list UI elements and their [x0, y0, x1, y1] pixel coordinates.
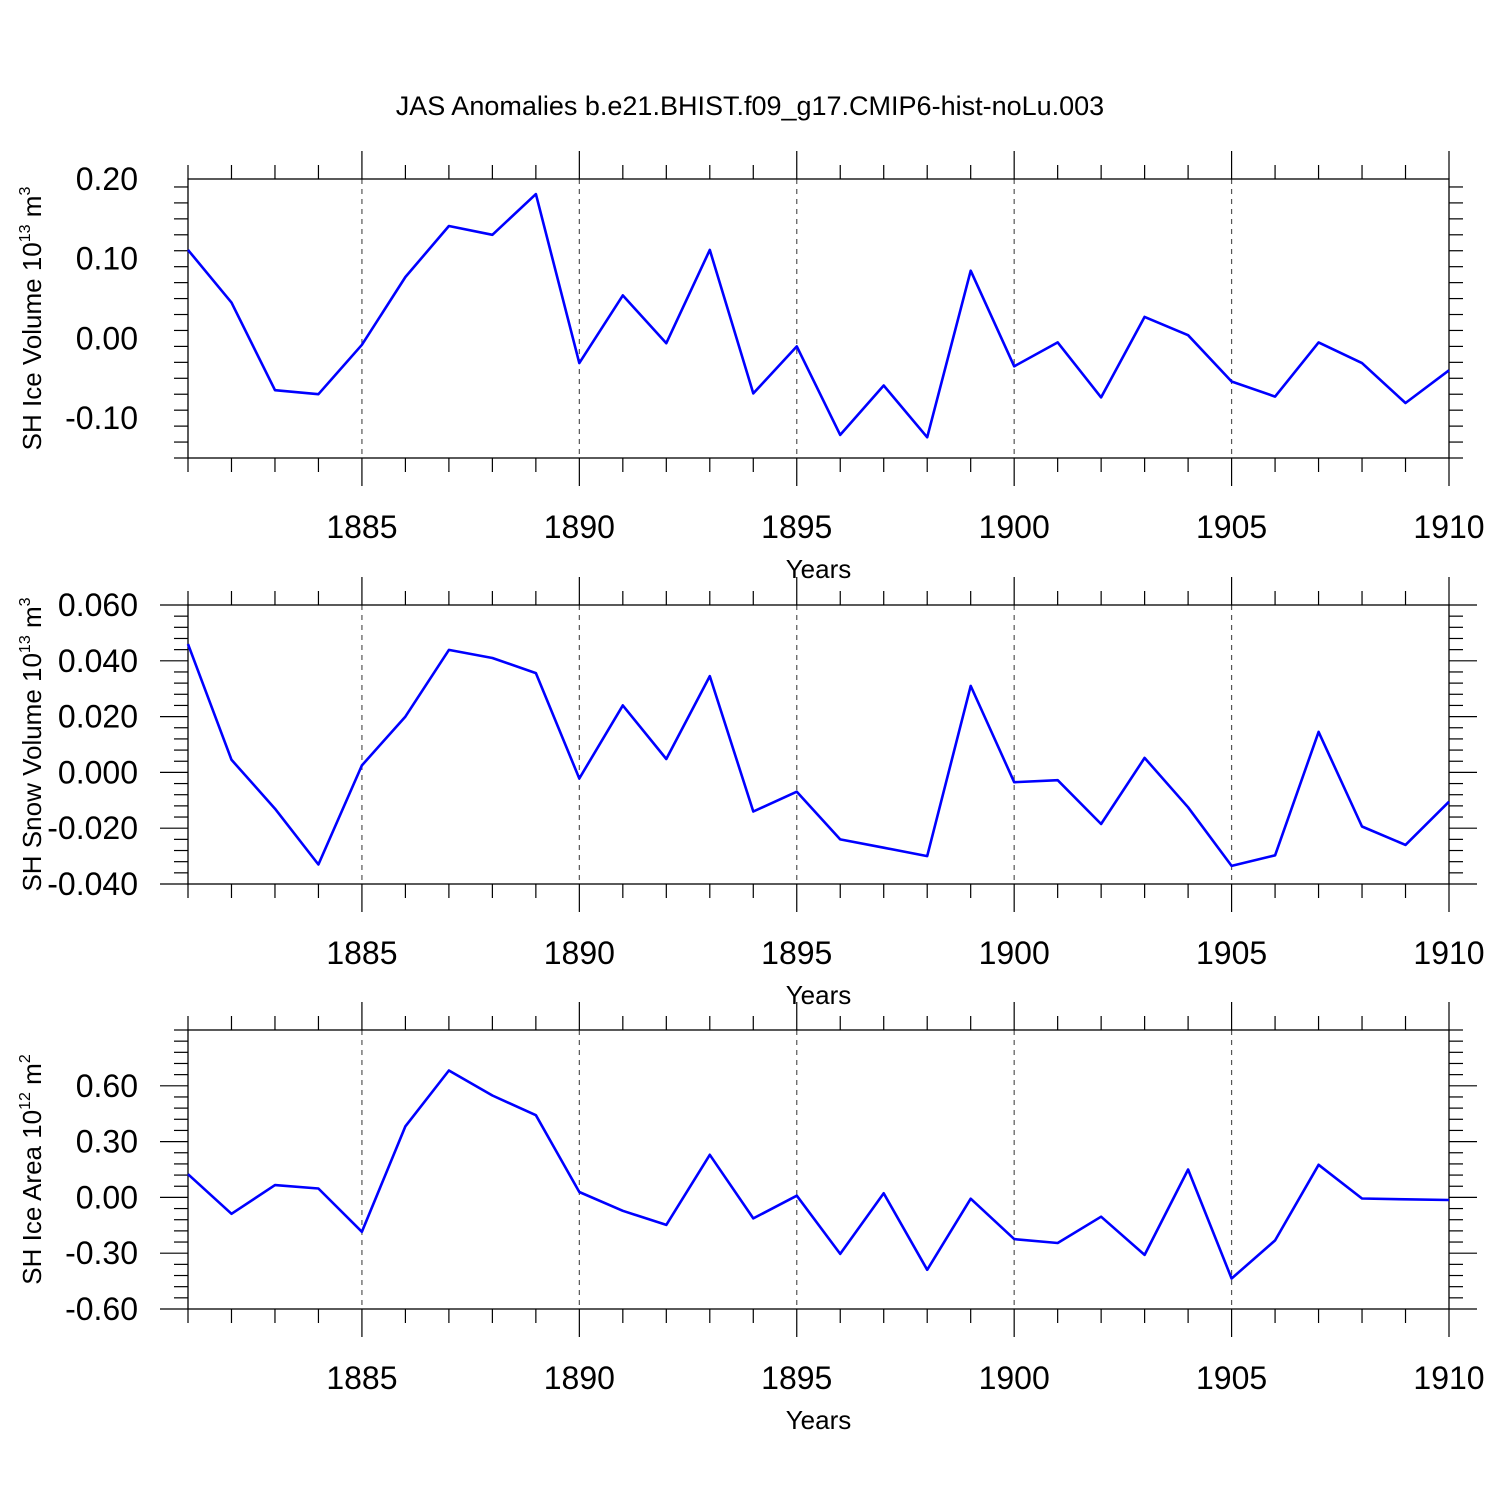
- y-axis-label: SH Ice Volume 1013 m3: [17, 187, 47, 451]
- x-tick-label: 1900: [979, 1360, 1050, 1396]
- x-tick-label: 1910: [1413, 1360, 1484, 1396]
- x-axis-label: Years: [786, 980, 852, 1010]
- x-tick-label: 1890: [544, 509, 615, 545]
- y-tick-label: 0.10: [76, 241, 138, 277]
- y-tick-label: 0.00: [76, 1179, 138, 1215]
- plot-frame: [187, 178, 1450, 459]
- series-line: [186, 643, 1450, 868]
- x-tick-label: 1890: [544, 935, 615, 971]
- x-tick-label: 1885: [326, 1360, 397, 1396]
- panel-3: 1885 1890 1895 1900 1905 1910 -0.60 -0.30 0.00 0.…: [17, 1002, 1485, 1435]
- y-tick-label: 0.00: [76, 320, 138, 356]
- x-tick-label: 1900: [979, 509, 1050, 545]
- y-tick-label: 0.020: [58, 699, 138, 735]
- x-tick-label: 1910: [1413, 509, 1484, 545]
- chart-title: JAS Anomalies b.e21.BHIST.f09_g17.CMIP6-…: [396, 91, 1104, 121]
- x-tick-label: 1885: [326, 935, 397, 971]
- x-tick-label: 1905: [1196, 935, 1267, 971]
- y-tick-label: -0.020: [47, 810, 138, 846]
- series-line: [187, 1069, 1450, 1280]
- x-tick-label: 1905: [1196, 509, 1267, 545]
- y-tick-label: -0.30: [65, 1235, 138, 1271]
- x-tick-label: 1895: [761, 935, 832, 971]
- x-tick-label: 1900: [979, 935, 1050, 971]
- plot-frame: [187, 1029, 1450, 1310]
- y-tick-label: 0.040: [58, 643, 138, 679]
- x-tick-label: 1885: [326, 509, 397, 545]
- x-axis-label: Years: [786, 1405, 852, 1435]
- y-tick-label: -0.60: [65, 1291, 138, 1327]
- y-tick-label: 0.20: [76, 161, 138, 197]
- y-tick-label: -0.040: [47, 866, 138, 902]
- x-tick-label: 1890: [544, 1360, 615, 1396]
- y-tick-label: 0.060: [58, 587, 138, 623]
- y-tick-label: 0.000: [58, 754, 138, 790]
- x-tick-label: 1910: [1413, 935, 1484, 971]
- x-tick-label: 1895: [761, 509, 832, 545]
- series-line: [186, 192, 1450, 439]
- x-axis-label: Years: [786, 554, 852, 584]
- y-tick-label: -0.10: [65, 400, 138, 436]
- y-tick-label: 0.60: [76, 1068, 138, 1104]
- y-tick-label: 0.30: [76, 1124, 138, 1160]
- panel-2: 1885 1890 1895 1900 1905 1910 -0.040 -0.020 0.00…: [17, 577, 1485, 1010]
- y-axis-label: SH Ice Area 1012 m2: [17, 1054, 47, 1285]
- panel-1: 1885 1890 1895 1900 1905 1910 -0.10 0.00 0.10 0.2…: [17, 151, 1485, 584]
- x-tick-label: 1895: [761, 1360, 832, 1396]
- x-tick-label: 1905: [1196, 1360, 1267, 1396]
- y-axis-label: SH Snow Volume 1013 m3: [17, 597, 47, 891]
- plot-frame: [187, 604, 1450, 885]
